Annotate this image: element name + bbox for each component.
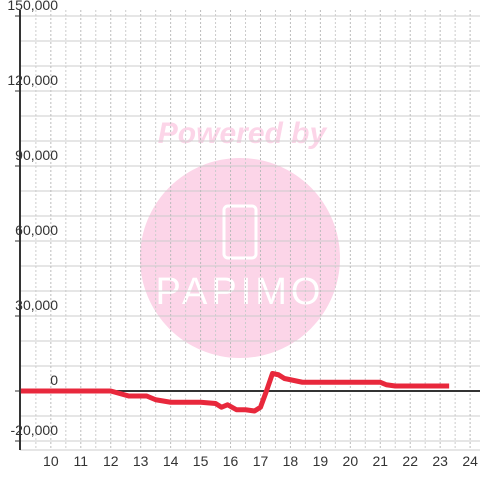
x-tick-label: 17 (253, 453, 269, 469)
x-tick-label: 16 (223, 453, 239, 469)
x-tick-label: 13 (133, 453, 149, 469)
x-tick-label: 24 (462, 453, 478, 469)
watermark-title: Powered by (158, 117, 328, 150)
y-tick-label: 90,000 (15, 147, 58, 163)
y-tick-label: -20,000 (11, 422, 59, 438)
x-tick-label: 22 (402, 453, 418, 469)
x-tick-label: 10 (43, 453, 59, 469)
x-tick-label: 23 (432, 453, 448, 469)
x-tick-label: 21 (372, 453, 388, 469)
watermark-icon (222, 204, 258, 260)
y-tick-label: 60,000 (15, 222, 58, 238)
watermark-logo: PAPIMO (156, 271, 325, 313)
x-tick-label: 14 (163, 453, 179, 469)
x-tick-label: 19 (313, 453, 329, 469)
x-tick-label: 18 (283, 453, 299, 469)
x-tick-label: 15 (193, 453, 209, 469)
y-tick-label: 0 (50, 372, 58, 388)
x-tick-label: 12 (103, 453, 119, 469)
x-tick-label: 20 (343, 453, 359, 469)
y-tick-label: 150,000 (7, 0, 58, 13)
y-tick-label: 120,000 (7, 72, 58, 88)
y-tick-label: 30,000 (15, 297, 58, 313)
data-line (20, 371, 450, 414)
x-tick-label: 11 (74, 453, 89, 469)
